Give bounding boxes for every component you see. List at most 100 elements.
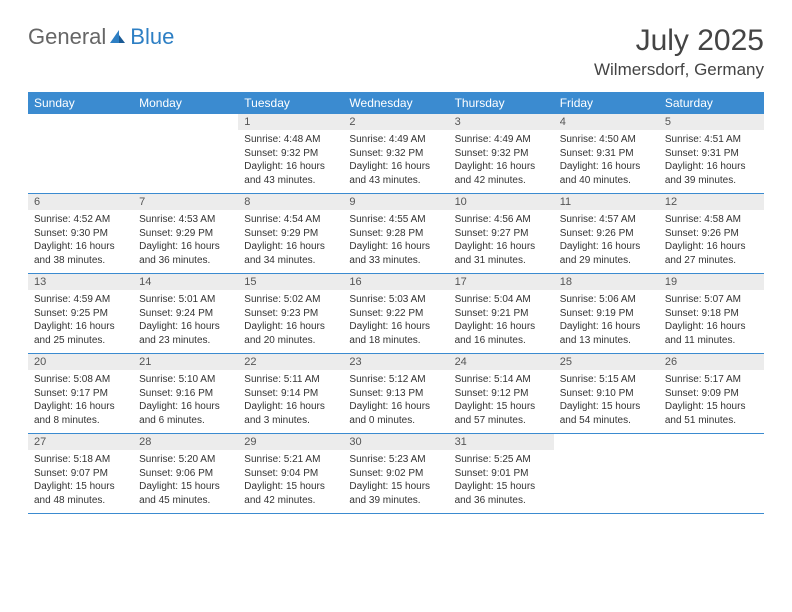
sunset-text: Sunset: 9:16 PM [139,387,232,401]
daylight-text: Daylight: 16 hours and 25 minutes. [34,320,127,347]
month-title: July 2025 [594,24,764,58]
brand-logo: General Blue [28,24,174,50]
sunrise-text: Sunrise: 4:56 AM [455,213,548,227]
day-details: Sunrise: 4:51 AMSunset: 9:31 PMDaylight:… [659,130,764,193]
day-number: 22 [238,354,343,370]
calendar-week-row: ....1Sunrise: 4:48 AMSunset: 9:32 PMDayl… [28,114,764,194]
sunset-text: Sunset: 9:02 PM [349,467,442,481]
calendar-day-cell: .. [28,114,133,194]
day-number: 30 [343,434,448,450]
calendar-day-cell: 12Sunrise: 4:58 AMSunset: 9:26 PMDayligh… [659,194,764,274]
sunrise-text: Sunrise: 4:54 AM [244,213,337,227]
day-details: Sunrise: 4:53 AMSunset: 9:29 PMDaylight:… [133,210,238,273]
day-number: 3 [449,114,554,130]
sunrise-text: Sunrise: 5:18 AM [34,453,127,467]
daylight-text: Daylight: 16 hours and 18 minutes. [349,320,442,347]
day-number: 1 [238,114,343,130]
calendar-day-cell: 9Sunrise: 4:55 AMSunset: 9:28 PMDaylight… [343,194,448,274]
day-number: 26 [659,354,764,370]
sunset-text: Sunset: 9:31 PM [560,147,653,161]
daylight-text: Daylight: 15 hours and 54 minutes. [560,400,653,427]
calendar-day-cell: 3Sunrise: 4:49 AMSunset: 9:32 PMDaylight… [449,114,554,194]
day-details: Sunrise: 5:23 AMSunset: 9:02 PMDaylight:… [343,450,448,513]
sunrise-text: Sunrise: 5:04 AM [455,293,548,307]
sunrise-text: Sunrise: 5:21 AM [244,453,337,467]
day-details: Sunrise: 4:49 AMSunset: 9:32 PMDaylight:… [343,130,448,193]
daylight-text: Daylight: 16 hours and 8 minutes. [34,400,127,427]
sunset-text: Sunset: 9:04 PM [244,467,337,481]
day-number: 18 [554,274,659,290]
brand-text-1: General [28,24,106,50]
calendar-day-cell: 30Sunrise: 5:23 AMSunset: 9:02 PMDayligh… [343,434,448,514]
day-number: 19 [659,274,764,290]
calendar-day-cell: 14Sunrise: 5:01 AMSunset: 9:24 PMDayligh… [133,274,238,354]
day-number: 24 [449,354,554,370]
sunrise-text: Sunrise: 4:57 AM [560,213,653,227]
sunrise-text: Sunrise: 5:15 AM [560,373,653,387]
sunset-text: Sunset: 9:22 PM [349,307,442,321]
calendar-page: General Blue July 2025 Wilmersdorf, Germ… [0,0,792,538]
day-details: Sunrise: 5:14 AMSunset: 9:12 PMDaylight:… [449,370,554,433]
calendar-day-cell: 26Sunrise: 5:17 AMSunset: 9:09 PMDayligh… [659,354,764,434]
daylight-text: Daylight: 15 hours and 57 minutes. [455,400,548,427]
sunrise-text: Sunrise: 4:49 AM [455,133,548,147]
calendar-day-cell: 1Sunrise: 4:48 AMSunset: 9:32 PMDaylight… [238,114,343,194]
day-number: 6 [28,194,133,210]
daylight-text: Daylight: 15 hours and 42 minutes. [244,480,337,507]
day-details: Sunrise: 4:56 AMSunset: 9:27 PMDaylight:… [449,210,554,273]
calendar-day-cell: 10Sunrise: 4:56 AMSunset: 9:27 PMDayligh… [449,194,554,274]
day-number: 28 [133,434,238,450]
sunrise-text: Sunrise: 5:10 AM [139,373,232,387]
calendar-day-cell: 17Sunrise: 5:04 AMSunset: 9:21 PMDayligh… [449,274,554,354]
calendar-body: ....1Sunrise: 4:48 AMSunset: 9:32 PMDayl… [28,114,764,514]
sunset-text: Sunset: 9:32 PM [349,147,442,161]
sunset-text: Sunset: 9:18 PM [665,307,758,321]
sunrise-text: Sunrise: 5:23 AM [349,453,442,467]
sunrise-text: Sunrise: 4:50 AM [560,133,653,147]
sunset-text: Sunset: 9:07 PM [34,467,127,481]
sunrise-text: Sunrise: 4:52 AM [34,213,127,227]
brand-sail-icon [108,28,126,46]
calendar-day-cell: 31Sunrise: 5:25 AMSunset: 9:01 PMDayligh… [449,434,554,514]
day-details: Sunrise: 5:01 AMSunset: 9:24 PMDaylight:… [133,290,238,353]
weekday-header: Sunday [28,92,133,114]
day-details: Sunrise: 5:08 AMSunset: 9:17 PMDaylight:… [28,370,133,433]
sunset-text: Sunset: 9:01 PM [455,467,548,481]
day-details: Sunrise: 5:12 AMSunset: 9:13 PMDaylight:… [343,370,448,433]
sunrise-text: Sunrise: 5:25 AM [455,453,548,467]
day-details: Sunrise: 4:49 AMSunset: 9:32 PMDaylight:… [449,130,554,193]
sunset-text: Sunset: 9:14 PM [244,387,337,401]
daylight-text: Daylight: 15 hours and 48 minutes. [34,480,127,507]
day-details: Sunrise: 5:15 AMSunset: 9:10 PMDaylight:… [554,370,659,433]
sunrise-text: Sunrise: 4:49 AM [349,133,442,147]
daylight-text: Daylight: 16 hours and 13 minutes. [560,320,653,347]
calendar-table: Sunday Monday Tuesday Wednesday Thursday… [28,92,764,514]
daylight-text: Daylight: 16 hours and 3 minutes. [244,400,337,427]
sunrise-text: Sunrise: 4:53 AM [139,213,232,227]
daylight-text: Daylight: 15 hours and 36 minutes. [455,480,548,507]
daylight-text: Daylight: 16 hours and 20 minutes. [244,320,337,347]
daylight-text: Daylight: 15 hours and 51 minutes. [665,400,758,427]
day-details: Sunrise: 4:57 AMSunset: 9:26 PMDaylight:… [554,210,659,273]
title-block: July 2025 Wilmersdorf, Germany [594,24,764,80]
day-number: 7 [133,194,238,210]
day-details: Sunrise: 4:55 AMSunset: 9:28 PMDaylight:… [343,210,448,273]
weekday-header: Monday [133,92,238,114]
day-details: Sunrise: 5:02 AMSunset: 9:23 PMDaylight:… [238,290,343,353]
calendar-week-row: 13Sunrise: 4:59 AMSunset: 9:25 PMDayligh… [28,274,764,354]
calendar-day-cell: 5Sunrise: 4:51 AMSunset: 9:31 PMDaylight… [659,114,764,194]
calendar-day-cell: 22 Sunrise: 5:11 AMSunset: 9:14 PMDayligh… [238,354,343,434]
sunset-text: Sunset: 9:06 PM [139,467,232,481]
daylight-text: Daylight: 16 hours and 40 minutes. [560,160,653,187]
sunrise-text: Sunrise: 4:58 AM [665,213,758,227]
day-details: Sunrise: 4:58 AMSunset: 9:26 PMDaylight:… [659,210,764,273]
sunrise-text: Sunrise: 5:11 AM [244,373,337,387]
calendar-day-cell: 23Sunrise: 5:12 AMSunset: 9:13 PMDayligh… [343,354,448,434]
day-number: 4 [554,114,659,130]
sunrise-text: Sunrise: 5:20 AM [139,453,232,467]
day-details: Sunrise: 5:10 AMSunset: 9:16 PMDaylight:… [133,370,238,433]
sunrise-text: Sunrise: 5:17 AM [665,373,758,387]
sunrise-text: Sunrise: 4:55 AM [349,213,442,227]
daylight-text: Daylight: 16 hours and 6 minutes. [139,400,232,427]
calendar-day-cell: 29Sunrise: 5:21 AMSunset: 9:04 PMDayligh… [238,434,343,514]
